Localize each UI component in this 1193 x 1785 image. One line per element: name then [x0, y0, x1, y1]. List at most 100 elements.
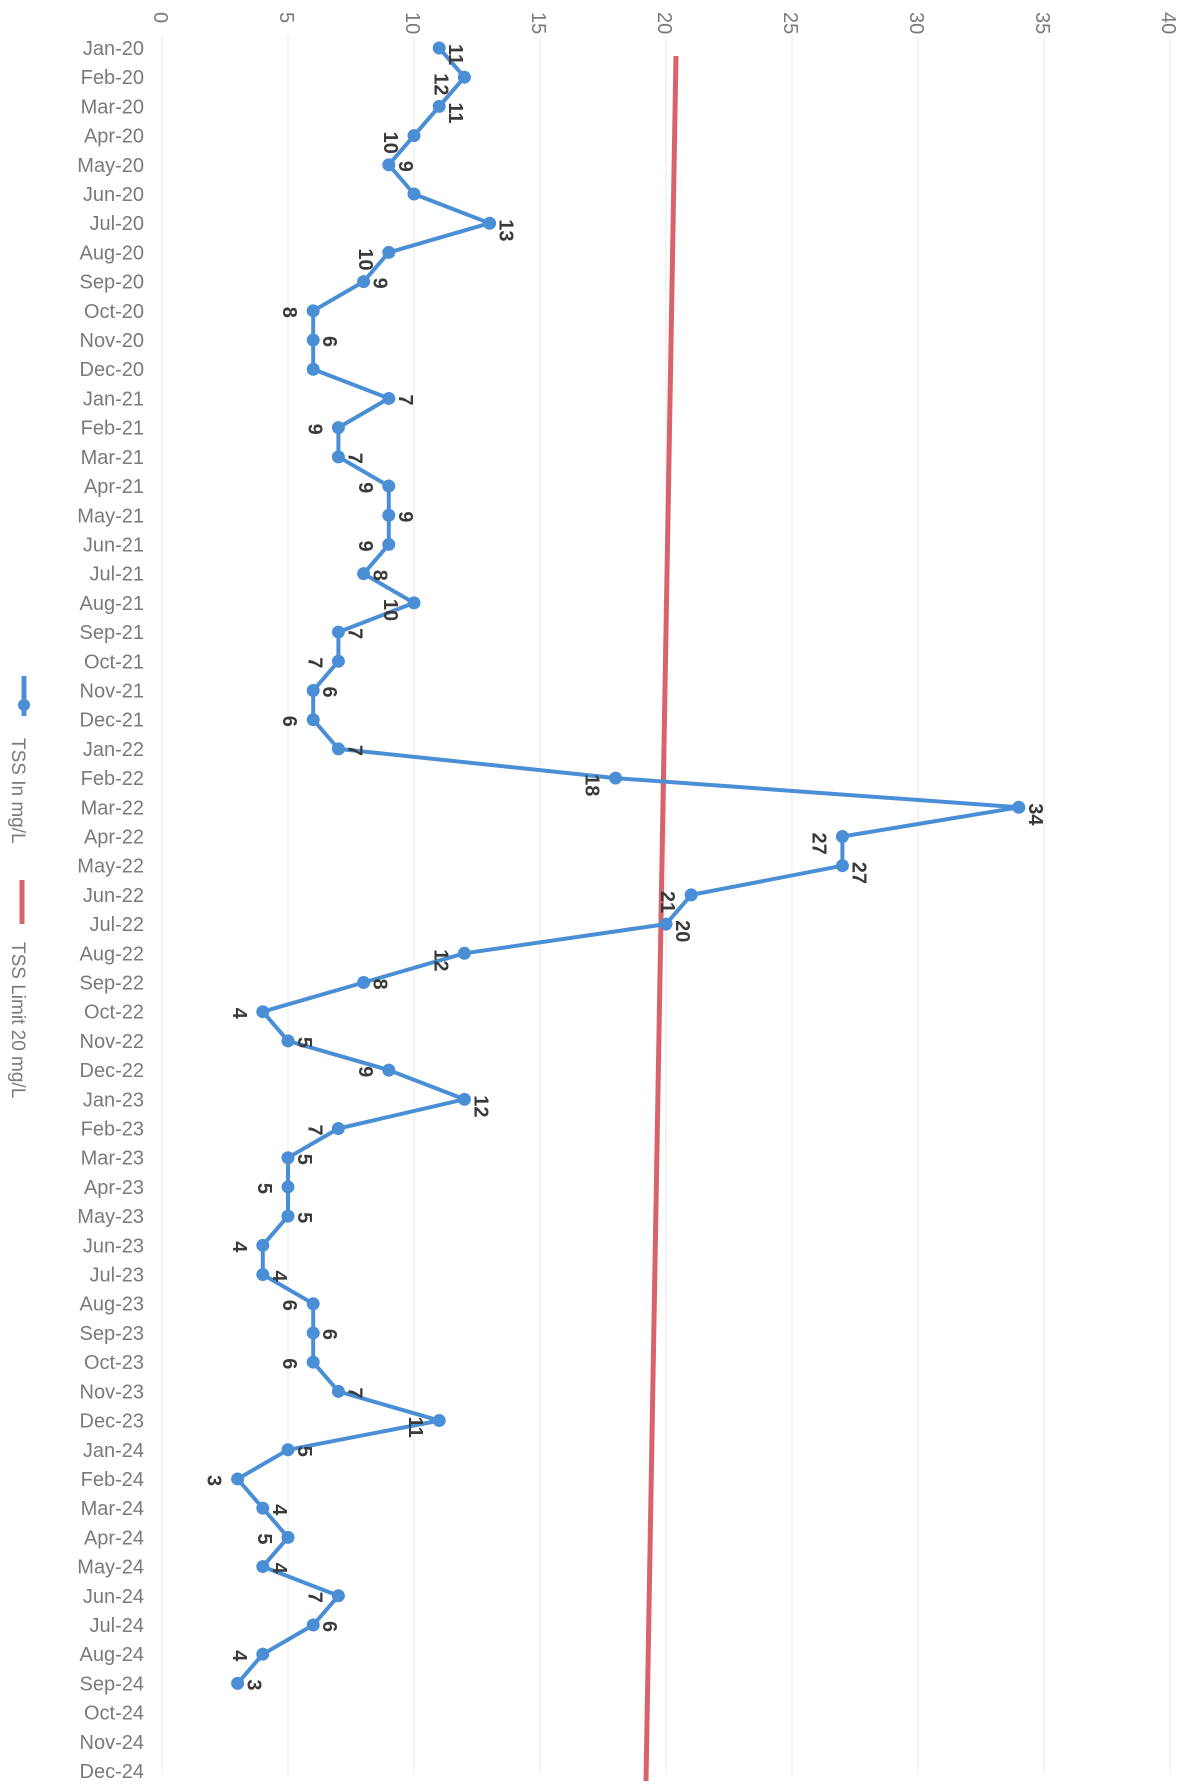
data-label-Jul-22: 20: [671, 920, 693, 942]
tss-point-Sep-20: [357, 275, 371, 289]
tss-point-Feb-23: [331, 1122, 345, 1136]
category-tick-Apr-22: Apr-22: [84, 826, 144, 848]
tss-point-Sep-22: [357, 976, 371, 990]
data-label-Apr-24: 5: [253, 1533, 275, 1544]
tss-point-Sep-23: [306, 1326, 320, 1340]
value-tick-40: 40: [1157, 12, 1179, 34]
data-label-Sep-24: 3: [243, 1679, 265, 1690]
data-label-Jul-20: 13: [495, 219, 517, 241]
category-tick-Jun-22: Jun-22: [83, 885, 144, 907]
category-tick-Dec-20: Dec-20: [80, 359, 144, 381]
data-label-Jul-21: 8: [369, 570, 391, 581]
category-tick-Feb-24: Feb-24: [81, 1469, 144, 1491]
category-tick-Feb-21: Feb-21: [81, 418, 144, 440]
category-tick-Mar-21: Mar-21: [81, 447, 144, 469]
category-tick-Jul-23: Jul-23: [90, 1265, 144, 1287]
category-tick-Nov-24: Nov-24: [80, 1732, 144, 1754]
tss-point-Jun-20: [407, 187, 421, 201]
category-tick-Jun-24: Jun-24: [83, 1586, 144, 1608]
category-tick-Jan-22: Jan-22: [83, 739, 144, 761]
data-label-Jun-24: 7: [303, 1592, 325, 1603]
value-tick-0: 0: [149, 12, 171, 23]
category-tick-Aug-23: Aug-23: [80, 1294, 145, 1316]
data-label-Oct-23: 6: [278, 1358, 300, 1369]
data-label-Dec-21: 6: [278, 716, 300, 727]
tss-point-May-20: [382, 158, 396, 172]
tss-point-Feb-20: [457, 70, 471, 84]
tss-point-Aug-20: [382, 245, 396, 259]
category-tick-Mar-23: Mar-23: [81, 1148, 144, 1170]
tss-point-Jan-22: [331, 742, 345, 756]
limit-line: [643, 55, 679, 1782]
data-label-Aug-21: 10: [379, 599, 401, 621]
category-tick-Aug-20: Aug-20: [80, 242, 145, 264]
tss-point-Feb-24: [231, 1472, 245, 1486]
data-label-Mar-23: 5: [293, 1154, 315, 1165]
tss-point-Mar-22: [1012, 800, 1026, 814]
tss-point-Jul-20: [483, 216, 497, 230]
data-label-Apr-20: 10: [379, 132, 401, 154]
category-tick-Nov-22: Nov-22: [80, 1031, 144, 1053]
tss-point-Dec-22: [382, 1063, 396, 1077]
data-label-Aug-24: 4: [228, 1650, 250, 1662]
data-label-Sep-22: 8: [369, 979, 391, 990]
category-tick-Feb-23: Feb-23: [81, 1119, 144, 1141]
category-tick-Jul-21: Jul-21: [90, 564, 144, 586]
category-tick-Apr-23: Apr-23: [84, 1177, 144, 1199]
tss-point-Oct-21: [331, 654, 345, 668]
tss-point-Sep-24: [231, 1676, 245, 1690]
tss-point-Jun-23: [256, 1238, 270, 1252]
tss-point-Jun-21: [382, 537, 396, 551]
tss-series: [231, 41, 1026, 1690]
tss-point-Oct-22: [256, 1005, 270, 1019]
category-tick-Feb-20: Feb-20: [81, 67, 144, 89]
data-label-Feb-20: 12: [429, 73, 451, 95]
tss-point-Mar-20: [432, 99, 446, 113]
category-tick-Oct-20: Oct-20: [84, 301, 144, 323]
data-label-Nov-22: 5: [293, 1037, 315, 1048]
tss-point-Aug-21: [407, 596, 421, 610]
data-label-Aug-23: 6: [278, 1300, 300, 1311]
tss-point-Oct-20: [306, 304, 320, 318]
data-label-Aug-22: 12: [429, 949, 451, 971]
category-tick-Oct-21: Oct-21: [84, 651, 144, 673]
data-label-Dec-22: 9: [354, 1066, 376, 1077]
category-tick-Nov-20: Nov-20: [80, 330, 144, 352]
tss-point-Sep-21: [331, 625, 345, 639]
category-tick-Jan-20: Jan-20: [83, 38, 144, 60]
legend-entry-tss: TSS In mg/L: [7, 676, 30, 844]
tss-point-Jan-20: [432, 41, 446, 55]
tss-point-Aug-22: [457, 946, 471, 960]
category-tick-Oct-22: Oct-22: [84, 1002, 144, 1024]
category-tick-Mar-24: Mar-24: [81, 1498, 144, 1520]
tss-point-May-23: [281, 1209, 295, 1223]
value-tick-15: 15: [527, 12, 549, 34]
value-tick-5: 5: [275, 12, 297, 23]
data-label-Oct-22: 4: [228, 1008, 250, 1020]
tss-point-Apr-21: [382, 479, 396, 493]
category-tick-May-21: May-21: [77, 505, 144, 527]
tss-point-Dec-20: [306, 362, 320, 376]
data-label-Sep-23: 6: [318, 1329, 340, 1340]
tss-point-Nov-20: [306, 333, 320, 347]
tss-series-line: [235, 46, 1021, 1685]
category-tick-Mar-20: Mar-20: [81, 96, 144, 118]
data-label-Nov-21: 6: [318, 687, 340, 698]
value-axis-ticks: 0 5 10 15 20 25 30 35 40: [149, 12, 1179, 34]
tss-point-Feb-21: [331, 421, 345, 435]
tss-point-Dec-21: [306, 713, 320, 727]
tss-point-Dec-23: [432, 1414, 446, 1428]
tss-point-Apr-24: [281, 1530, 295, 1544]
category-tick-Sep-23: Sep-23: [80, 1323, 145, 1345]
data-label-Jan-22: 7: [343, 745, 365, 756]
category-tick-Aug-22: Aug-22: [80, 943, 145, 965]
data-label-Jul-23: 4: [268, 1271, 290, 1283]
tss-point-Jun-22: [684, 888, 698, 902]
category-tick-Jan-21: Jan-21: [83, 388, 144, 410]
legend-label-limit: TSS Limit 20 mg/L: [7, 942, 28, 1098]
category-tick-Dec-22: Dec-22: [80, 1060, 144, 1082]
legend-marker-tss: [18, 699, 30, 711]
tss-point-Jul-22: [659, 917, 673, 931]
legend: TSS In mg/L TSS Limit 20 mg/L: [7, 676, 30, 1098]
category-tick-Apr-21: Apr-21: [84, 476, 144, 498]
